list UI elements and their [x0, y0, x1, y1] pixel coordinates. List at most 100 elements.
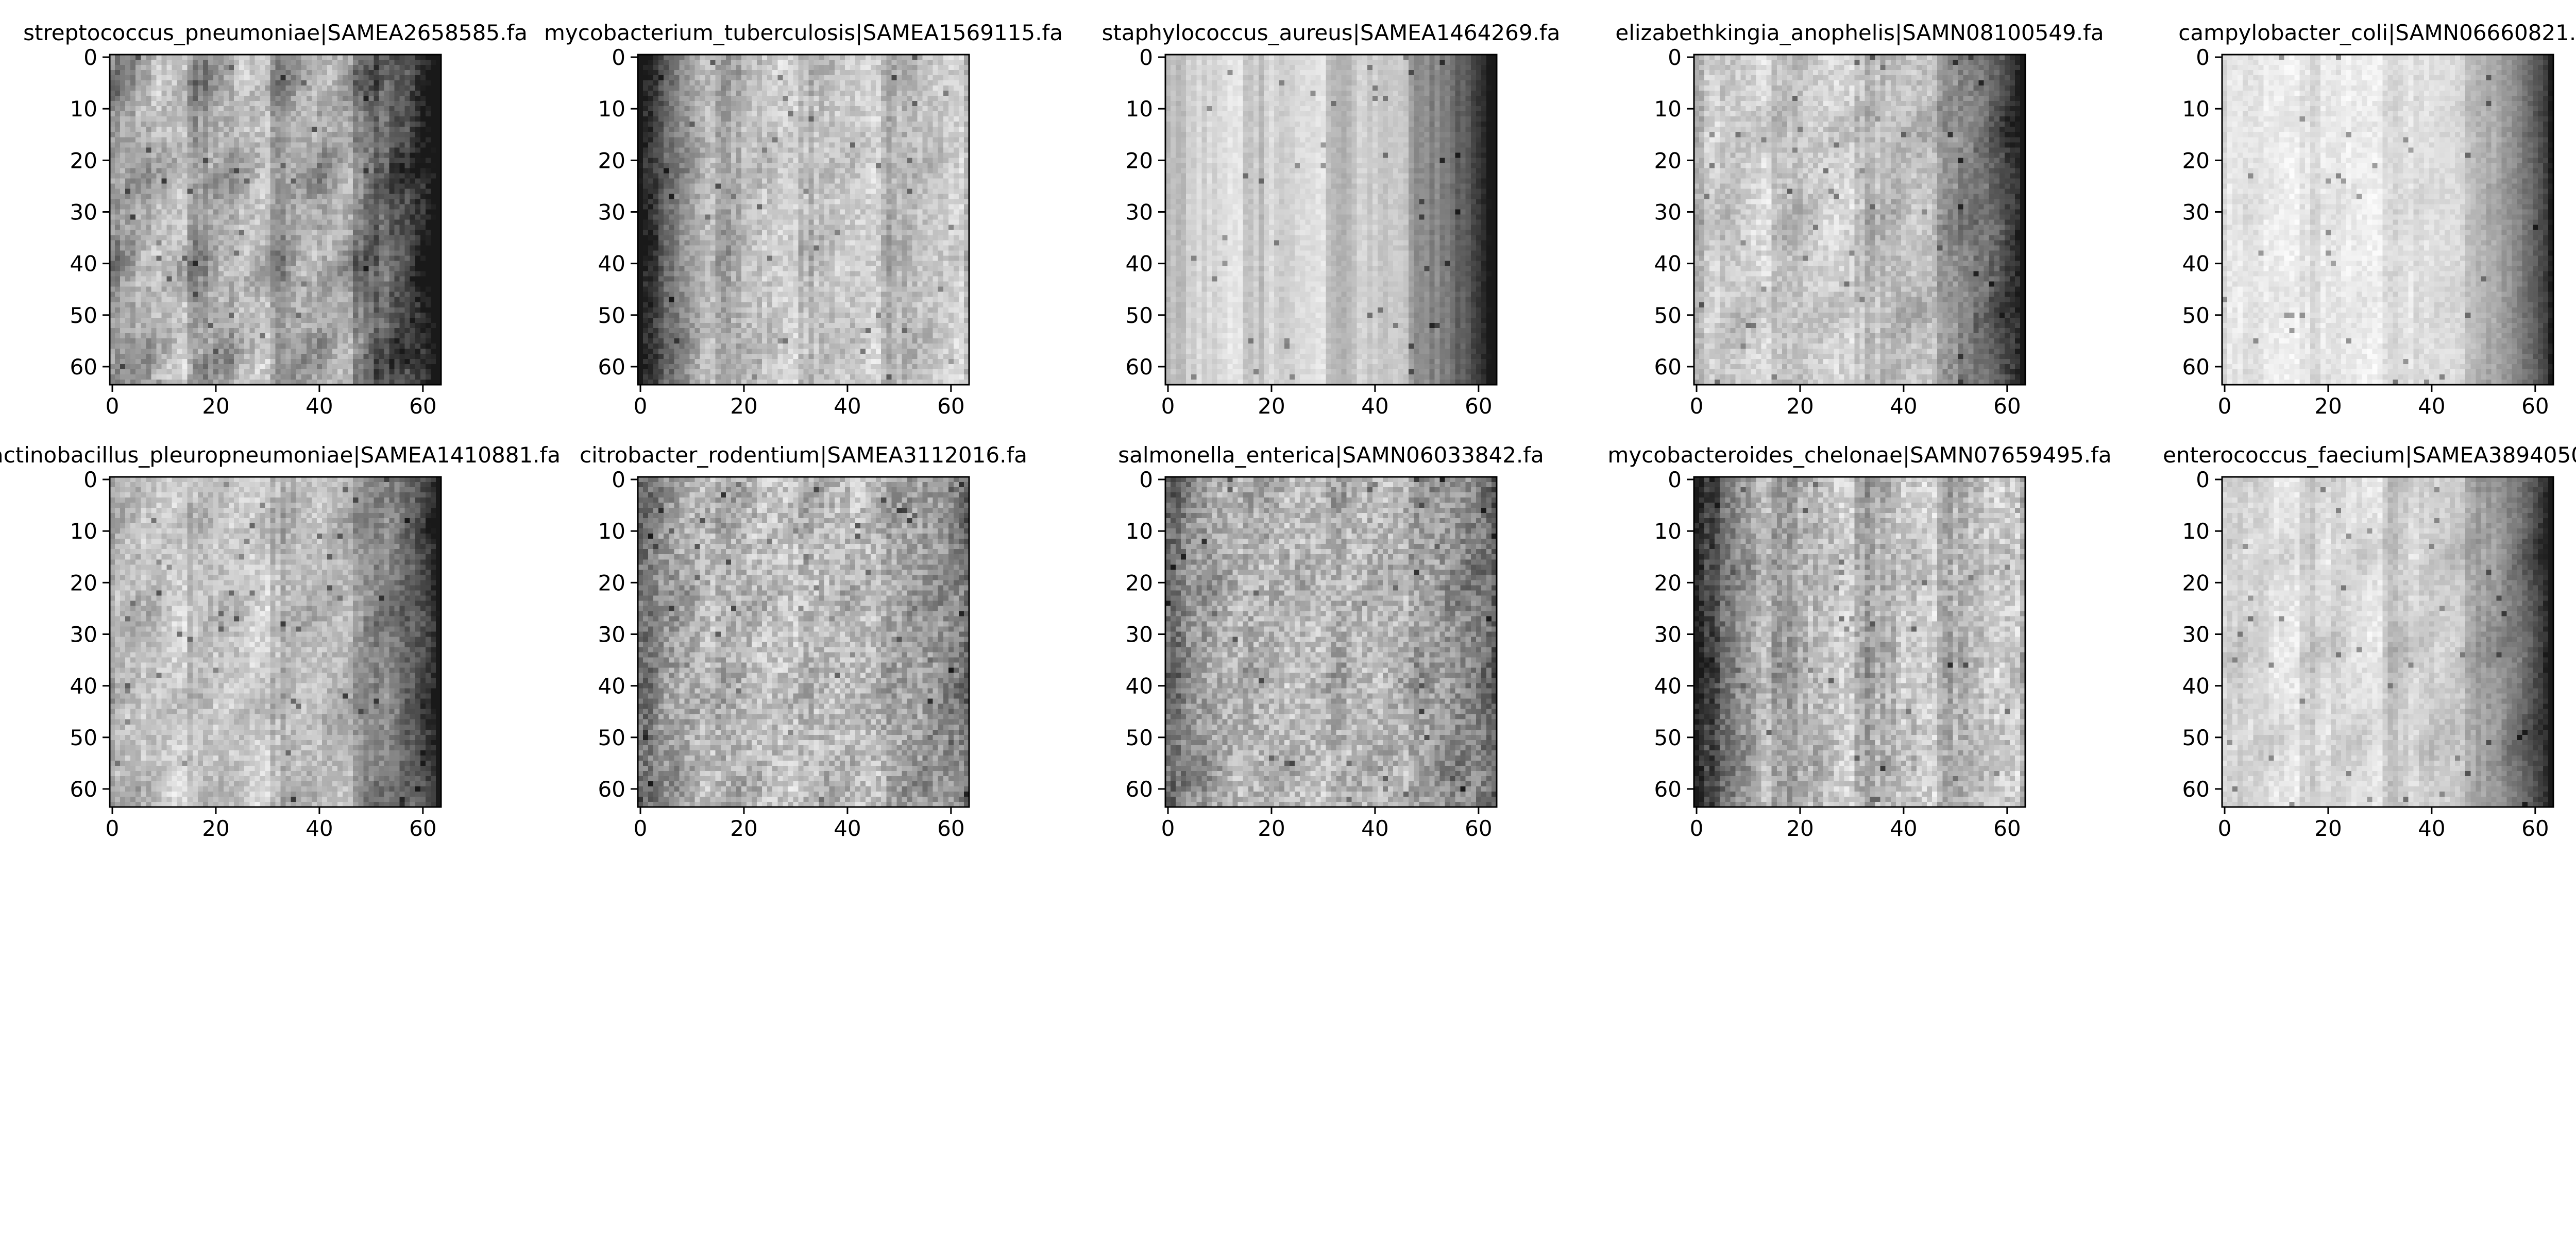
heatmap-cell [384, 168, 389, 174]
heatmap-cell [400, 194, 405, 199]
heatmap-cell [389, 338, 395, 344]
heatmap-cell [400, 209, 405, 215]
heatmap-cell [135, 344, 141, 349]
heatmap-cell [291, 194, 297, 199]
heatmap-cell [379, 271, 384, 277]
heatmap-cell [405, 307, 411, 313]
heatmap-cell [203, 287, 209, 293]
heatmap-cell [151, 246, 157, 251]
heatmap-cell [327, 55, 333, 60]
heatmap-cell [130, 91, 136, 96]
heatmap-cell [208, 65, 214, 71]
heatmap-cell [317, 251, 323, 256]
heatmap-cell [188, 323, 193, 329]
heatmap-cell [198, 328, 204, 334]
heatmap-cell [348, 85, 353, 91]
heatmap-cell [167, 147, 173, 153]
heatmap-cell [193, 106, 198, 112]
heatmap-cell [415, 127, 421, 132]
heatmap-cell [348, 225, 353, 231]
heatmap-cell [167, 194, 173, 199]
heatmap-cell [368, 333, 374, 339]
heatmap-cell [343, 142, 348, 148]
heatmap-cell [327, 225, 333, 231]
heatmap-cell [400, 328, 405, 334]
heatmap-cell [115, 277, 121, 282]
heatmap-cell [135, 349, 141, 354]
heatmap-cell [203, 323, 209, 329]
heatmap-cell [368, 323, 374, 329]
heatmap-cell [260, 313, 265, 318]
heatmap-cell [213, 318, 219, 323]
heatmap-cell [229, 297, 234, 303]
heatmap-cell [198, 266, 204, 272]
heatmap-cell [415, 55, 421, 60]
heatmap-cell [389, 318, 395, 323]
heatmap-cell [229, 266, 234, 272]
heatmap-cell [208, 271, 214, 277]
heatmap-cell [379, 297, 384, 303]
heatmap-cell [426, 132, 431, 138]
heatmap-cell [410, 338, 416, 344]
heatmap-cell [312, 106, 317, 112]
heatmap-cell [156, 178, 162, 184]
heatmap-cell [276, 152, 281, 158]
heatmap-cell [141, 302, 146, 308]
heatmap-cell [322, 328, 328, 334]
heatmap-cell [224, 91, 229, 96]
heatmap-cell [260, 261, 265, 267]
heatmap-cell [244, 168, 250, 174]
heatmap-cell [276, 287, 281, 293]
heatmap-cell [389, 220, 395, 226]
heatmap-cell [286, 246, 292, 251]
heatmap-cell [255, 85, 260, 91]
heatmap-cell [332, 173, 338, 179]
heatmap-cell [146, 209, 151, 215]
heatmap-cell [161, 251, 167, 256]
heatmap-cell [141, 204, 146, 210]
heatmap-cell [363, 297, 369, 303]
heatmap-cell [301, 302, 307, 308]
heatmap-cell [322, 246, 328, 251]
heatmap-cell [213, 282, 219, 287]
heatmap-cell [353, 271, 359, 277]
heatmap-cell [115, 152, 121, 158]
heatmap-cell [172, 344, 178, 349]
heatmap-cell [115, 183, 121, 189]
heatmap-cell [229, 277, 234, 282]
heatmap-cell [358, 127, 364, 132]
heatmap-cell [358, 256, 364, 262]
heatmap-cell [260, 101, 265, 107]
heatmap-cell [244, 96, 250, 101]
heatmap-cell [337, 85, 343, 91]
heatmap-cell [161, 241, 167, 246]
heatmap-cell [203, 142, 209, 148]
heatmap-cell [110, 188, 115, 194]
heatmap-cell [374, 137, 379, 143]
heatmap-cell [177, 246, 183, 251]
heatmap-cell [198, 173, 204, 179]
heatmap-cell [265, 178, 270, 184]
heatmap-cell [307, 338, 312, 344]
heatmap-cell [322, 333, 328, 339]
heatmap-cell [213, 251, 219, 256]
heatmap-cell [244, 65, 250, 71]
heatmap-cell [415, 209, 421, 215]
heatmap-cell [188, 344, 193, 349]
heatmap-cell [110, 101, 115, 107]
heatmap-cell [239, 261, 245, 267]
heatmap-cell [286, 307, 292, 313]
heatmap-cell [332, 60, 338, 65]
heatmap-cell [218, 328, 224, 334]
heatmap-cell [343, 183, 348, 189]
heatmap-cell [301, 85, 307, 91]
heatmap-cell [146, 96, 151, 101]
heatmap-cell [239, 246, 245, 251]
heatmap-cell [224, 204, 229, 210]
heatmap-cell [110, 318, 115, 323]
heatmap-cell [353, 282, 359, 287]
heatmap-cell [368, 183, 374, 189]
heatmap-cell [224, 55, 229, 60]
heatmap-cell [234, 194, 240, 199]
heatmap-cell [161, 246, 167, 251]
